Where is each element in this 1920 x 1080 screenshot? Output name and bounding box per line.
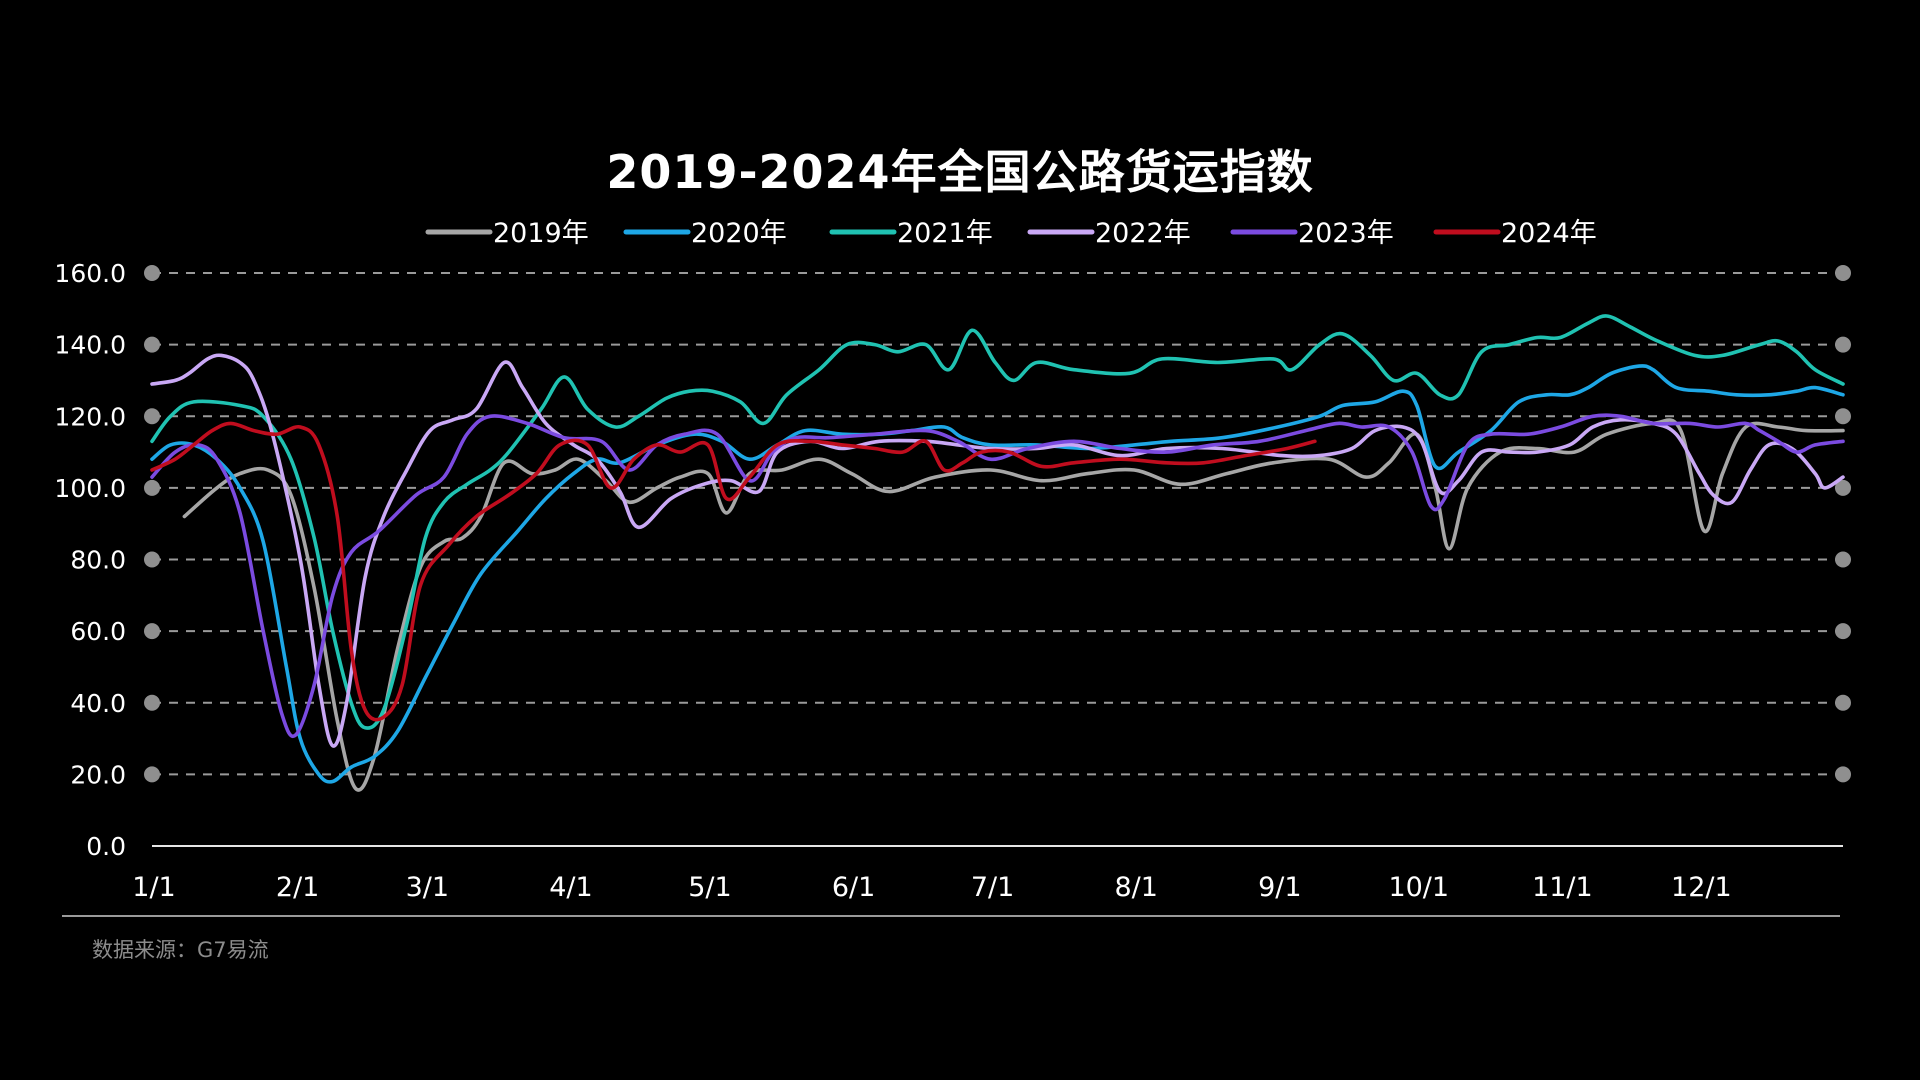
series-line-2022 [150, 353, 1845, 748]
gridline-dot [1835, 551, 1851, 568]
x-tick-label: 6/1 [832, 872, 875, 903]
x-tick-label: 3/1 [406, 872, 449, 903]
x-tick-label: 12/1 [1671, 872, 1732, 903]
x-tick-label: 1/1 [132, 872, 175, 903]
x-tick-label: 10/1 [1388, 872, 1449, 903]
y-tick-label: 0.0 [86, 832, 126, 861]
axis-layer: 0.0 20.0 40.0 60.0 80.0 100.0 120.0 140.0 160.0 1… [54, 259, 1731, 903]
y-tick-label: 60.0 [70, 617, 126, 646]
source-note: 数据来源：G7易流 [92, 938, 269, 962]
y-tick-label: 160.0 [54, 259, 126, 288]
x-tick-label: 7/1 [971, 872, 1014, 903]
gridline-dot [1835, 479, 1851, 496]
y-tick-label: 80.0 [70, 546, 126, 575]
gridline-dot [144, 694, 160, 711]
y-tick-label: 20.0 [70, 760, 126, 789]
gridline-dot [1835, 408, 1851, 425]
legend-label-2024: 2024年 [1501, 218, 1597, 249]
gridline-dot [144, 265, 160, 281]
y-tick-label: 40.0 [70, 689, 126, 718]
gridline-dot [144, 336, 160, 353]
series-line-2024 [150, 421, 1317, 722]
gridline-dot [144, 551, 160, 568]
legend-label-2019: 2019年 [493, 218, 589, 249]
gridline-dot [144, 408, 160, 425]
gridline-dot [144, 479, 160, 496]
series-line-2023 [150, 413, 1845, 738]
gridline-dot [1835, 766, 1851, 783]
x-tick-label: 5/1 [688, 872, 731, 903]
grid-layer [144, 265, 1851, 847]
series-line-2021 [150, 314, 1845, 730]
gridline-dot [1835, 694, 1851, 711]
chart-title: 2019-2024年全国公路货运指数 [606, 145, 1314, 199]
series-line-2019 [182, 418, 1845, 792]
legend-label-2022: 2022年 [1095, 218, 1191, 249]
series-line-2020 [150, 364, 1845, 784]
series-layer [150, 314, 1845, 792]
y-tick-label: 100.0 [54, 474, 126, 503]
gridline-dot [1835, 623, 1851, 640]
gridline-dot [1835, 265, 1851, 281]
legend-label-2021: 2021年 [897, 218, 993, 249]
gridline-dot [1835, 336, 1851, 353]
x-tick-label: 8/1 [1114, 872, 1157, 903]
legend-label-2020: 2020年 [691, 218, 787, 249]
legend-label-2023: 2023年 [1298, 218, 1394, 249]
gridline-dot [144, 623, 160, 640]
legend: 2019年 2020年 2021年 2022年 2023年 2024年 [425, 218, 1597, 249]
gridline-dot [144, 766, 160, 783]
x-tick-label: 2/1 [276, 872, 319, 903]
x-tick-label: 4/1 [549, 872, 592, 903]
y-tick-label: 140.0 [54, 331, 126, 360]
y-tick-label: 120.0 [54, 402, 126, 431]
x-tick-label: 11/1 [1532, 872, 1593, 903]
x-tick-label: 9/1 [1258, 872, 1301, 903]
